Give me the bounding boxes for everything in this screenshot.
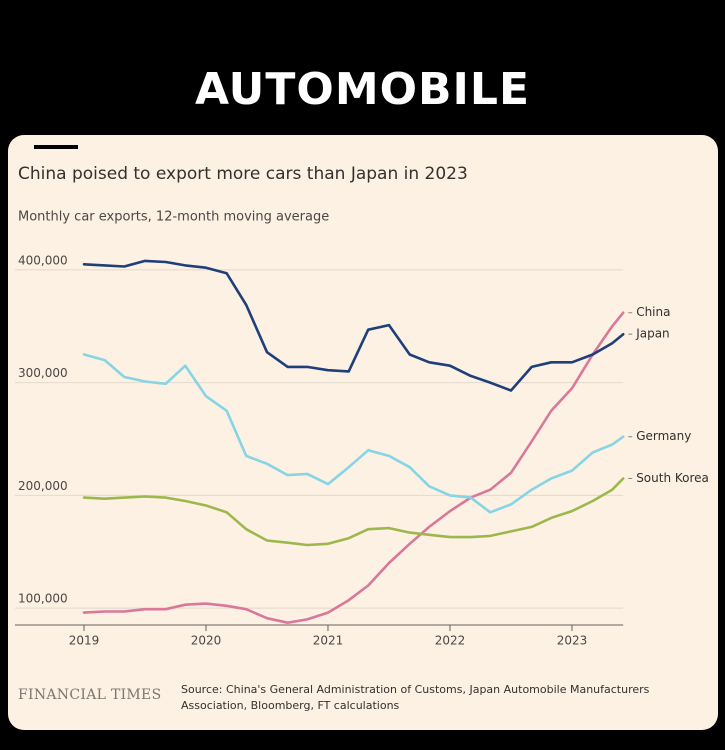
y-tick-label: 200,000 [18, 479, 68, 493]
y-tick-label: 300,000 [18, 366, 68, 380]
series-line [82, 311, 625, 624]
publisher: FINANCIAL TIMES [18, 687, 162, 703]
series-line [82, 353, 625, 514]
x-tick-label: 2020 [191, 634, 222, 648]
x-tick-label: 2023 [557, 634, 588, 648]
y-tick-label: 100,000 [18, 592, 68, 606]
legend-label: Germany [636, 429, 691, 443]
accent-bar [34, 145, 78, 149]
chart-card [8, 135, 718, 730]
y-tick-label: 400,000 [18, 253, 68, 267]
source-note: Source: China's General Administration o… [181, 683, 650, 712]
x-tick-label: 2019 [69, 634, 100, 648]
legend-label: South Korea [636, 471, 709, 485]
series-line [82, 259, 625, 392]
legend-label: Japan [635, 327, 669, 341]
x-tick-label: 2022 [435, 634, 466, 648]
legend-label: China [636, 305, 670, 319]
header: AUTOMOBILE [194, 64, 531, 115]
chart-title: China poised to export more cars than Ja… [18, 164, 468, 184]
x-tick-label: 2021 [313, 634, 344, 648]
chart-subtitle: Monthly car exports, 12-month moving ave… [18, 210, 329, 225]
series-line [82, 477, 625, 547]
